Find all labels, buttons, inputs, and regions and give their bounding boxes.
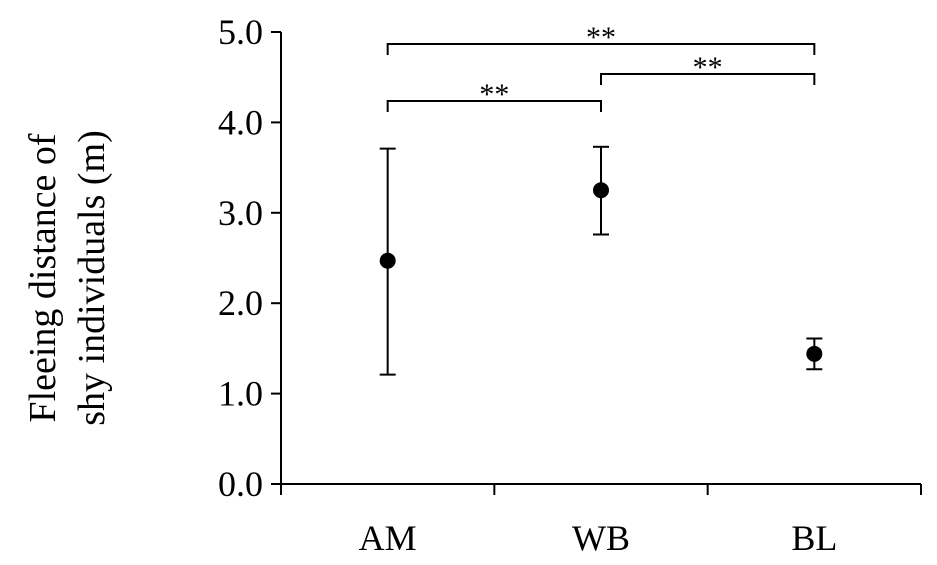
bracket-line xyxy=(386,43,816,55)
bracket-line xyxy=(386,100,602,112)
significance-bracket: ** xyxy=(386,78,602,112)
x-tick-label-bl: BL xyxy=(791,518,837,558)
y-axis: 0.0 1.0 2.0 3.0 4.0 5.0 xyxy=(218,12,282,504)
significance-label: ** xyxy=(479,78,509,111)
x-tick-label-am: AM xyxy=(359,518,417,558)
significance-brackets: ** ** ** xyxy=(386,21,816,112)
data-points xyxy=(379,145,823,376)
significance-bracket: ** xyxy=(600,51,816,85)
y-tick-label: 4.0 xyxy=(218,102,263,142)
y-axis-title-line: Fleeing distance of xyxy=(22,133,64,422)
y-tick-label: 1.0 xyxy=(218,374,263,414)
bracket-line xyxy=(600,73,816,85)
data-point-wb xyxy=(593,145,609,236)
y-tick-label: 0.0 xyxy=(218,464,263,504)
marker xyxy=(593,182,609,199)
y-tick-label: 3.0 xyxy=(218,193,263,233)
significance-label: ** xyxy=(693,51,723,84)
data-point-am xyxy=(379,147,396,376)
marker xyxy=(806,345,823,362)
y-axis-title-line: shy individuals (m) xyxy=(71,130,113,426)
significance-label: ** xyxy=(586,21,616,54)
data-point-bl xyxy=(806,337,823,371)
significance-bracket: ** xyxy=(386,21,816,55)
x-axis: AM WB BL xyxy=(280,483,922,558)
y-axis-title: Fleeing distance of shy individuals (m) xyxy=(22,130,113,426)
marker xyxy=(379,252,396,269)
y-tick-label: 5.0 xyxy=(218,12,263,52)
x-tick-label-wb: WB xyxy=(572,518,630,558)
y-tick-label: 2.0 xyxy=(218,283,263,323)
